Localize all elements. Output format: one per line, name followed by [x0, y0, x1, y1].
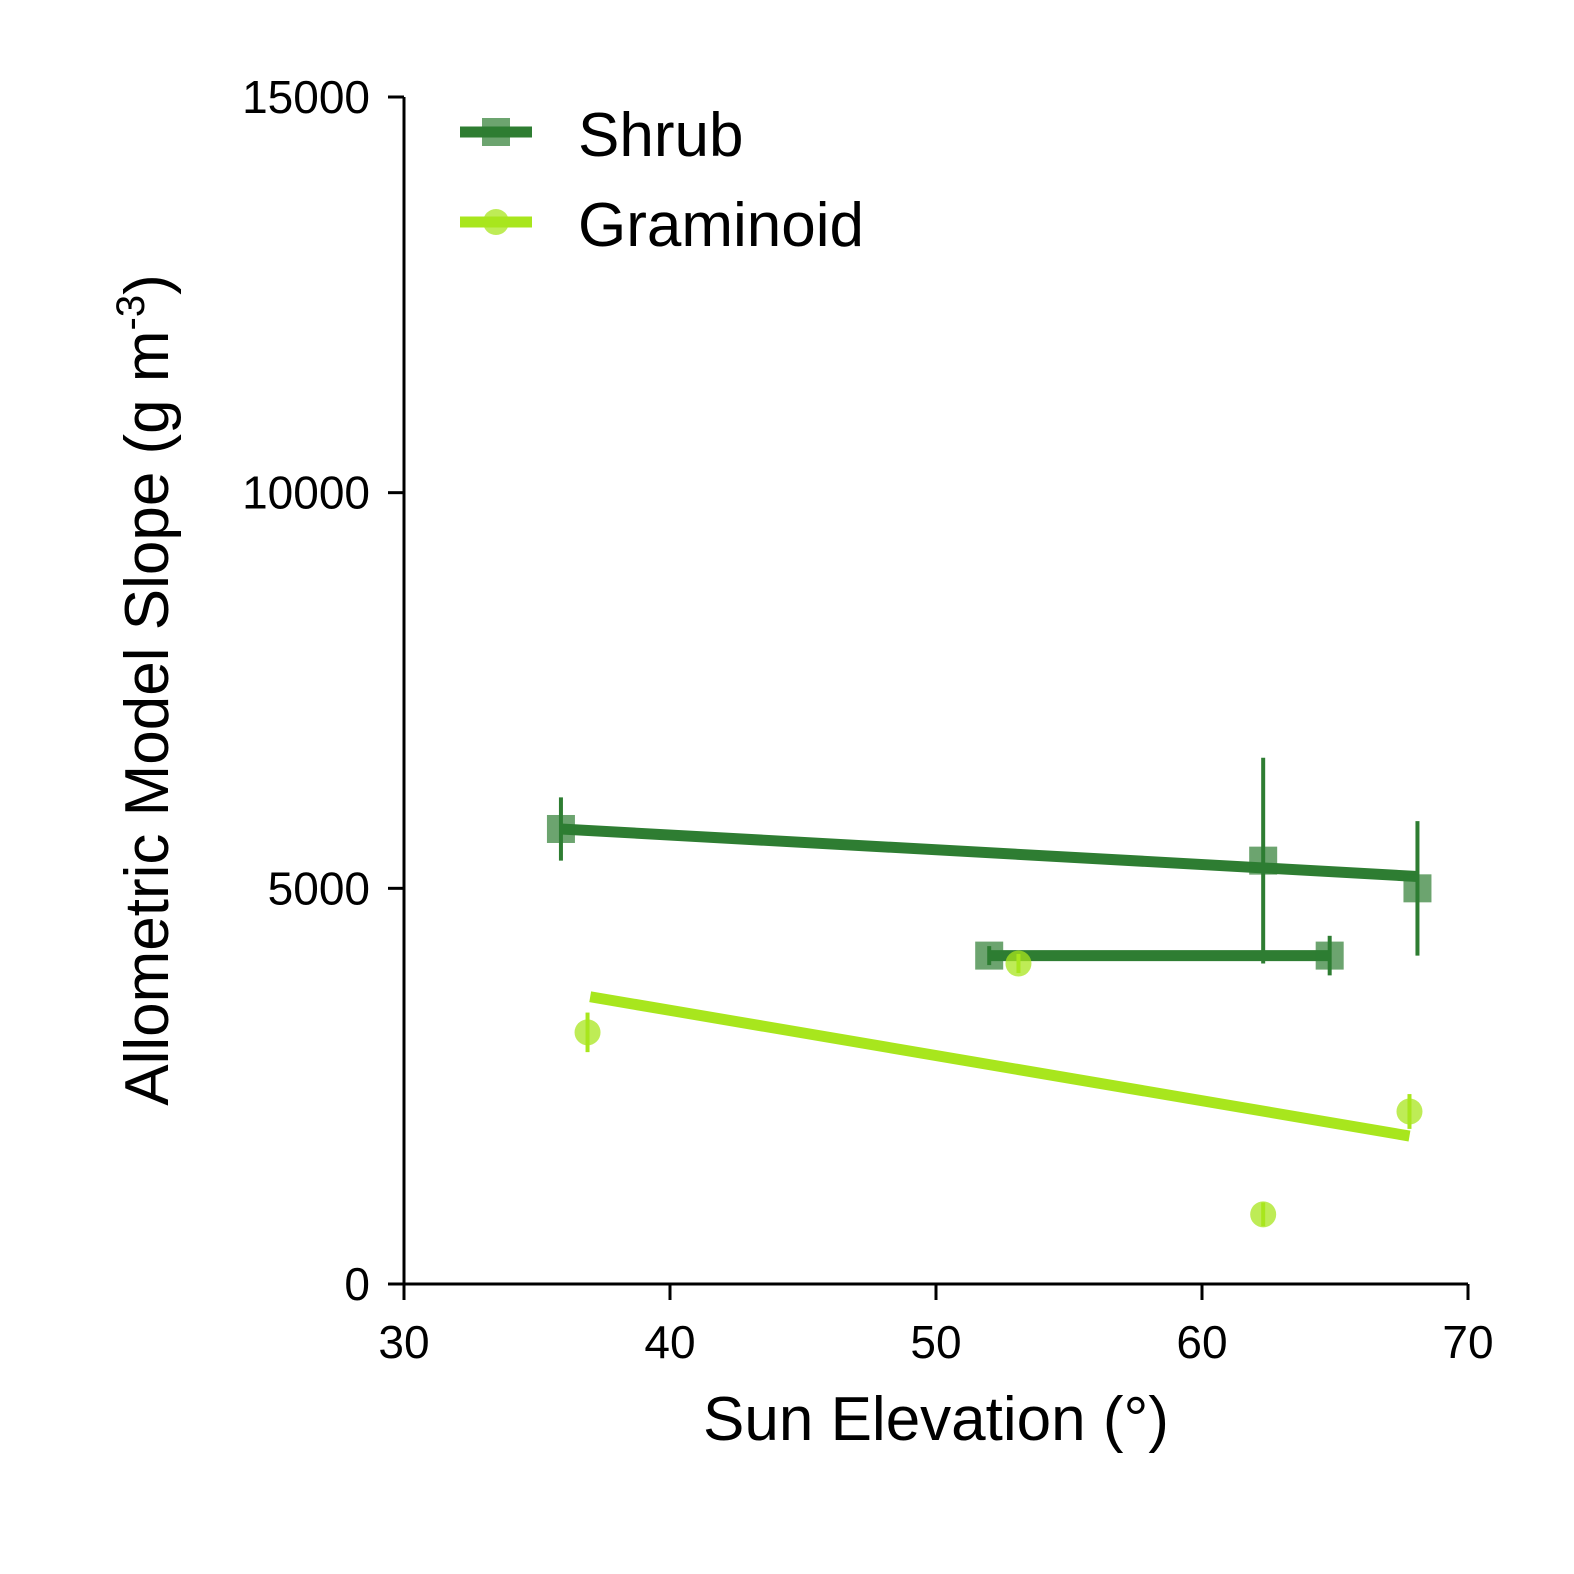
graminoid-point-2 — [1250, 1201, 1277, 1228]
legend-marker-graminoid — [483, 209, 509, 235]
graminoid-point-3 — [1396, 1098, 1423, 1125]
x-tick-label-2: 50 — [910, 1316, 961, 1368]
y-axis-title-superscript: -3 — [109, 295, 153, 331]
series-graminoid — [574, 950, 1423, 1228]
shrub-point-0 — [546, 814, 575, 843]
legend-marker-shrub — [482, 118, 510, 146]
series-shrub — [546, 757, 1432, 976]
legend-item-graminoid: Graminoid — [460, 191, 864, 260]
y-tick-label-3: 15000 — [242, 71, 370, 123]
x-tick-label-3: 60 — [1176, 1316, 1227, 1368]
y-tick-label-0: 0 — [344, 1258, 370, 1310]
legend-label-shrub: Shrub — [578, 101, 743, 170]
ticks: 30 40 50 60 70 0 5000 10000 15000 — [242, 71, 1494, 1368]
shrub-point-3 — [1315, 941, 1344, 970]
shrub-fit-line — [560, 823, 1418, 882]
x-tick-label-4: 70 — [1442, 1316, 1493, 1368]
y-axis-title-main: Allometric Model Slope (g m — [113, 330, 182, 1105]
legend: Shrub Graminoid — [460, 101, 864, 260]
shrub-point-4 — [1403, 874, 1432, 903]
legend-label-graminoid: Graminoid — [578, 191, 864, 260]
graminoid-point-0 — [574, 1019, 601, 1046]
x-tick-label-1: 40 — [644, 1316, 695, 1368]
shrub-point-2 — [1249, 846, 1278, 875]
graminoid-point-1 — [1005, 950, 1032, 977]
legend-item-shrub: Shrub — [460, 101, 743, 170]
y-tick-label-2: 10000 — [242, 467, 370, 519]
x-axis-title: Sun Elevation (°) — [703, 1385, 1169, 1454]
y-axis-title: Allometric Model Slope (g m-3) — [109, 274, 182, 1106]
shrub-point-1 — [975, 941, 1004, 970]
axes — [402, 97, 1468, 1286]
graminoid-fit-line — [589, 991, 1411, 1142]
x-tick-label-0: 30 — [378, 1316, 429, 1368]
plot-area — [546, 757, 1432, 1228]
y-tick-label-1: 5000 — [268, 862, 370, 914]
y-axis-title-close: ) — [113, 274, 182, 295]
